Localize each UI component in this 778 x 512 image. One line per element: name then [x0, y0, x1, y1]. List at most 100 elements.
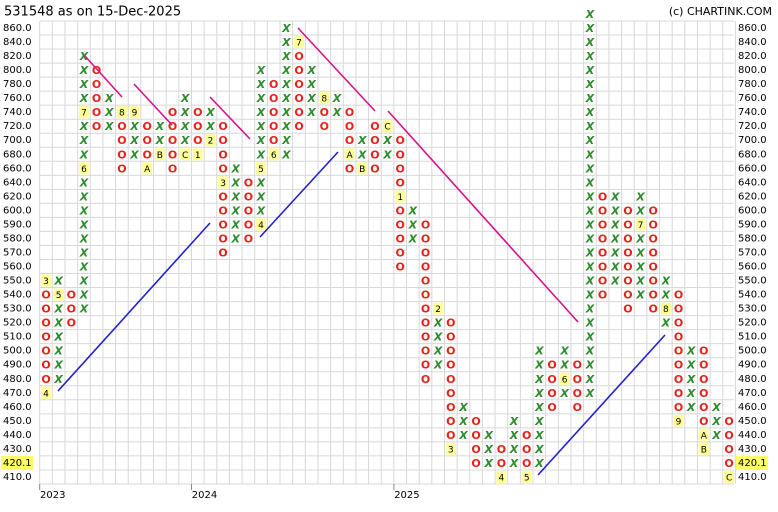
y-tick-label-right: 520.0: [738, 318, 767, 329]
x-box: X: [534, 401, 544, 414]
o-box: O: [421, 373, 430, 386]
y-tick-label-right: 490.0: [738, 360, 767, 371]
x-box: X: [458, 415, 468, 428]
x-box: X: [585, 36, 595, 49]
o-box: O: [193, 134, 202, 147]
o-box: O: [41, 359, 50, 372]
x-box: X: [686, 401, 696, 414]
o-box: O: [294, 64, 303, 77]
x-box: X: [53, 275, 63, 288]
x-box: X: [79, 275, 89, 288]
o-box: O: [598, 261, 607, 274]
y-tick-label: 800.0: [3, 65, 32, 76]
x-box: X: [484, 443, 494, 456]
month-marker-bg: [433, 302, 444, 315]
x-box: X: [306, 64, 316, 77]
x-box: X: [585, 246, 595, 259]
y-tick-label-right: 500.0: [738, 346, 767, 357]
x-box: X: [635, 275, 645, 288]
month-marker: 9: [676, 417, 682, 427]
grid: 860.0 860.0 840.0 840.0 820.0 820.0 800.0 800.0…: [1, 20, 768, 501]
x-box: X: [610, 246, 620, 259]
o-box: O: [446, 345, 455, 358]
month-marker-bg: [294, 36, 304, 49]
x-box: X: [281, 134, 291, 147]
o-box: O: [446, 429, 455, 442]
o-box: O: [724, 457, 733, 470]
o-box: O: [649, 246, 658, 259]
o-box: O: [471, 457, 480, 470]
o-box: O: [67, 303, 76, 316]
o-box: O: [598, 275, 607, 288]
o-box: O: [421, 261, 430, 274]
o-box: O: [446, 415, 455, 428]
x-box: X: [711, 415, 721, 428]
o-box: O: [269, 120, 278, 133]
o-box: O: [446, 359, 455, 372]
x-box: X: [281, 92, 291, 105]
x-box: X: [79, 289, 89, 302]
o-box: O: [446, 331, 455, 344]
month-marker: 3: [43, 277, 49, 287]
pf-column: XXX: [711, 401, 721, 442]
month-marker-bg: [205, 134, 216, 147]
x-box: X: [585, 92, 595, 105]
o-box: O: [623, 232, 632, 245]
y-tick-label: 480.0: [3, 374, 32, 385]
o-box: O: [218, 246, 227, 259]
o-box: O: [269, 134, 278, 147]
month-marker-bg: [635, 218, 646, 231]
month-marker: 7: [296, 39, 302, 49]
o-box: O: [446, 373, 455, 386]
last-price-label: 420.1: [738, 458, 767, 469]
x-box: X: [610, 261, 620, 274]
o-box: O: [674, 331, 683, 344]
month-marker: A: [144, 165, 151, 175]
last-price-label: 420.1: [3, 458, 32, 469]
o-box: O: [421, 289, 430, 302]
o-box: O: [699, 415, 708, 428]
x-box: X: [585, 303, 595, 316]
month-marker-bg: [698, 442, 709, 455]
o-box: O: [92, 64, 101, 77]
y-tick-label-right: 550.0: [738, 276, 767, 287]
o-box: O: [294, 50, 303, 63]
x-box: X: [711, 429, 721, 442]
month-marker: 1: [397, 193, 403, 203]
y-tick-label: 600.0: [3, 205, 32, 216]
o-box: O: [649, 275, 658, 288]
o-box: O: [218, 120, 227, 133]
o-box: O: [573, 387, 582, 400]
last-price-tag: [736, 455, 768, 470]
o-box: O: [117, 162, 126, 175]
x-box: X: [281, 106, 291, 119]
o-box: O: [41, 331, 50, 344]
y-tick-label: 450.0: [3, 416, 32, 427]
o-box: O: [446, 317, 455, 330]
x-box: X: [180, 92, 190, 105]
x-box: X: [256, 120, 266, 133]
month-marker-bg: [116, 106, 127, 119]
o-box: O: [370, 120, 379, 133]
o-box: O: [573, 373, 582, 386]
x-box: X: [231, 176, 241, 189]
x-tick-label: 2024: [192, 490, 217, 501]
month-marker-bg: [256, 162, 267, 175]
x-box: X: [585, 373, 595, 386]
o-box: O: [421, 331, 430, 344]
y-tick-label-right: 580.0: [738, 233, 767, 244]
o-box: O: [497, 443, 506, 456]
x-box: X: [433, 359, 443, 372]
